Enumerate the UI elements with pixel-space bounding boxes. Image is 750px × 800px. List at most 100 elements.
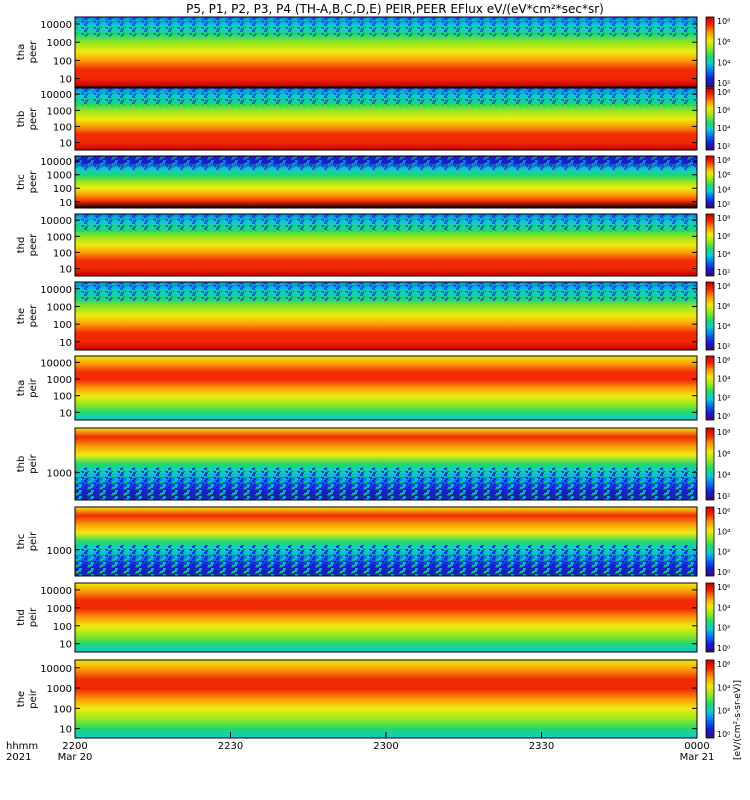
- colorbar-tick-label: 10⁰: [717, 412, 730, 421]
- noise-band: [75, 17, 697, 37]
- panel-label: thcpeer: [16, 170, 39, 194]
- colorbar-tick-label: 10⁶: [717, 583, 730, 592]
- panel-thd-peir: 10000 1000 100 10 thdpeir 10⁶ 10⁴ 10² 10⁰: [16, 582, 730, 653]
- panel-label: thdpeer: [16, 233, 39, 257]
- colorbar: [705, 213, 715, 277]
- species-name: peer: [28, 40, 39, 64]
- y-tick-label: 10000: [40, 586, 72, 597]
- y-tick-label: 10000: [40, 157, 72, 168]
- panel-label: thbpeir: [16, 453, 39, 473]
- spectrogram-image: [75, 660, 697, 738]
- noise-band: [75, 214, 697, 232]
- plot-frame: [74, 427, 698, 501]
- y-tick-label: 10: [59, 198, 72, 209]
- colorbar-tick-label: 10⁶: [717, 232, 730, 241]
- species-name: peer: [28, 107, 39, 131]
- colorbar-tick-label: 10⁸: [717, 214, 730, 223]
- x-tick-time: 2230: [218, 741, 243, 752]
- panel-label: thbpeer: [16, 107, 39, 131]
- panel-label: thapeer: [16, 40, 39, 64]
- colorbar-tick-label: 10²: [717, 492, 730, 501]
- plot-frame: [74, 213, 698, 277]
- x-tick-time: 2200: [62, 741, 87, 752]
- species-name: peer: [28, 233, 39, 257]
- colorbar-tick-label: 10⁸: [717, 428, 730, 437]
- colorbar-tick-label: 10²: [717, 707, 730, 716]
- x-axis-year-label: 2021: [6, 752, 31, 763]
- species-name: peir: [28, 688, 39, 708]
- colorbar-tick-label: 10²: [717, 268, 730, 277]
- colorbar: [705, 16, 715, 88]
- noise-band: [75, 282, 697, 302]
- y-tick-label: 10000: [40, 90, 72, 101]
- colorbar-tick-label: 10²: [717, 624, 730, 633]
- plot-frame: [74, 281, 698, 351]
- panel-thc-peir: 1000 thcpeir 10⁶ 10⁴ 10² 10⁰: [16, 506, 730, 577]
- colorbar-tick-label: 10⁶: [717, 660, 730, 669]
- colorbar-tick-label: 10⁸: [717, 17, 730, 26]
- y-tick-label: 10: [59, 640, 72, 651]
- plot-frame: [74, 16, 698, 88]
- y-tick-label: 10: [59, 338, 72, 349]
- noise-band: [75, 156, 697, 171]
- panel-label: thcpeir: [16, 531, 39, 551]
- y-tick-label: 1000: [47, 469, 72, 480]
- y-tick-label: 1000: [47, 38, 72, 49]
- y-tick-label: 100: [53, 704, 72, 715]
- colorbar-tick-label: 10²: [717, 548, 730, 557]
- colorbar-tick-label: 10²: [717, 79, 730, 88]
- colorbar: [705, 281, 715, 351]
- x-axis-format-label: hhmm: [6, 741, 38, 752]
- probe-name: thd: [16, 237, 27, 254]
- y-tick-label: 10: [59, 408, 72, 419]
- colorbar-tick-label: 10⁴: [717, 185, 730, 194]
- colorbar-tick-label: 10⁶: [717, 106, 730, 115]
- y-tick-label: 10: [59, 725, 72, 736]
- spectrogram-image: [75, 583, 697, 652]
- y-tick-label: 10: [59, 139, 72, 150]
- species-name: peir: [28, 607, 39, 627]
- y-tick-label: 1000: [47, 604, 72, 615]
- colorbar-tick-label: 10⁸: [717, 282, 730, 291]
- spectrogram-image: [75, 356, 697, 420]
- colorbar: [705, 582, 715, 653]
- noise-band: [75, 544, 697, 576]
- colorbar-tick-label: 10⁶: [717, 356, 730, 365]
- colorbar-tick-label: 10⁸: [717, 88, 730, 97]
- y-tick-label: 1000: [47, 375, 72, 386]
- figure-title: P5, P1, P2, P3, P4 (TH-A,B,C,D,E) PEIR,P…: [186, 2, 604, 16]
- plot-frame: [74, 155, 698, 209]
- colorbar-tick-label: 10⁶: [717, 507, 730, 516]
- colorbar: [705, 506, 715, 577]
- colorbar-tick-label: 10⁴: [717, 471, 730, 480]
- panel-the-peer: 10000 1000 100 10 thepeer 10⁸ 10⁶ 10⁴ 10²: [16, 281, 730, 351]
- colorbar-tick-label: 10⁶: [717, 171, 730, 180]
- panel-thd-peer: 10000 1000 100 10 thdpeer 10⁸ 10⁶ 10⁴ 10²: [16, 213, 730, 277]
- colorbar-label: [eV/(cm²-s-sr-eV)]: [733, 680, 743, 760]
- colorbar-tick-label: 10⁰: [717, 644, 730, 653]
- species-name: peir: [28, 377, 39, 397]
- colorbar-tick-label: 10⁰: [717, 730, 730, 739]
- colorbar: [705, 659, 715, 739]
- y-tick-label: 1000: [47, 684, 72, 695]
- y-tick-label: 1000: [47, 106, 72, 117]
- y-tick-label: 1000: [47, 232, 72, 243]
- x-tick-date: Mar 21: [680, 752, 715, 763]
- x-tick-date: Mar 20: [58, 752, 93, 763]
- y-tick-label: 1000: [47, 546, 72, 557]
- y-tick-label: 1000: [47, 302, 72, 313]
- probe-name: thc: [16, 174, 27, 190]
- colorbar-tick-label: 10⁴: [717, 527, 730, 536]
- colorbar-tick-label: 10⁴: [717, 58, 730, 67]
- colorbar-tick-label: 10²: [717, 342, 730, 351]
- y-tick-label: 100: [53, 122, 72, 133]
- probe-name: thd: [16, 609, 27, 626]
- species-name: peer: [28, 304, 39, 328]
- panel-label: thepeir: [16, 688, 39, 708]
- probe-name: the: [16, 308, 27, 324]
- probe-name: tha: [16, 380, 27, 396]
- y-tick-label: 10000: [40, 285, 72, 296]
- plot-frame: [74, 582, 698, 653]
